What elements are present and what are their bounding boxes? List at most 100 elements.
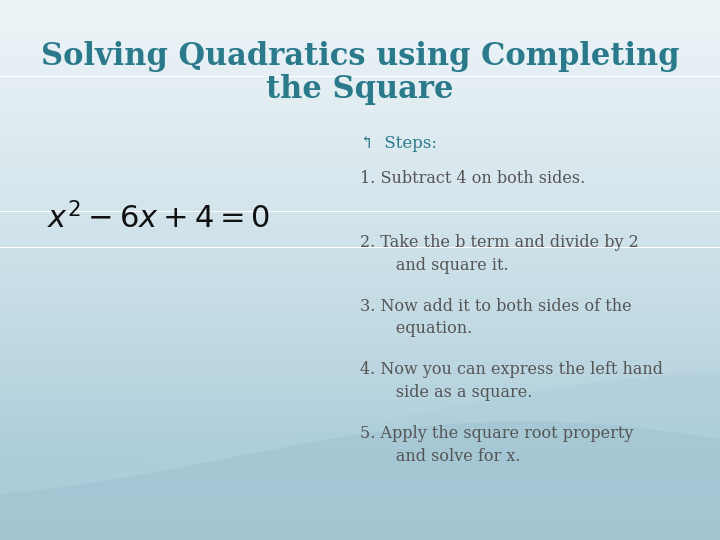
Bar: [0, 122, 720, 126]
Bar: [0, 234, 720, 239]
Bar: [0, 108, 720, 112]
Bar: [0, 144, 720, 148]
Bar: [0, 306, 720, 310]
Bar: [0, 468, 720, 472]
Bar: [0, 112, 720, 117]
Bar: [0, 261, 720, 266]
Bar: [0, 193, 720, 198]
Bar: [0, 266, 720, 270]
Bar: [0, 320, 720, 324]
Bar: [0, 135, 720, 139]
Bar: [0, 455, 720, 459]
Bar: [0, 58, 720, 63]
Bar: [0, 158, 720, 162]
Bar: [0, 77, 720, 81]
Bar: [0, 382, 720, 387]
Bar: [0, 239, 720, 243]
Bar: [0, 486, 720, 490]
Bar: [0, 72, 720, 77]
Bar: [0, 387, 720, 392]
Bar: [0, 342, 720, 347]
Bar: [0, 436, 720, 441]
Bar: [0, 301, 720, 306]
Bar: [0, 54, 720, 58]
Bar: [0, 369, 720, 374]
Bar: [0, 405, 720, 409]
Bar: [0, 31, 720, 36]
Bar: [0, 99, 720, 104]
Bar: [0, 536, 720, 540]
Bar: [0, 495, 720, 500]
Bar: [0, 252, 720, 256]
Bar: [0, 463, 720, 468]
Bar: [0, 148, 720, 153]
Bar: [0, 450, 720, 455]
Bar: [0, 504, 720, 509]
Bar: [0, 225, 720, 229]
Bar: [0, 189, 720, 193]
Bar: [0, 284, 720, 288]
Bar: [0, 139, 720, 144]
Bar: [0, 482, 720, 486]
Bar: [0, 364, 720, 369]
Bar: [0, 94, 720, 99]
Bar: [0, 517, 720, 522]
Text: 2. Take the b term and divide by 2
       and square it.: 2. Take the b term and divide by 2 and s…: [360, 234, 639, 274]
Bar: [0, 360, 720, 364]
Bar: [0, 459, 720, 463]
Bar: [0, 297, 720, 301]
Bar: [0, 414, 720, 418]
Bar: [0, 81, 720, 85]
Bar: [0, 40, 720, 45]
Bar: [0, 220, 720, 225]
Bar: [0, 513, 720, 517]
Bar: [0, 328, 720, 333]
Bar: [0, 288, 720, 293]
Bar: [0, 374, 720, 378]
Bar: [0, 68, 720, 72]
Bar: [0, 50, 720, 54]
Bar: [0, 293, 720, 297]
Bar: [0, 333, 720, 338]
Text: ↰  Steps:: ↰ Steps:: [360, 134, 437, 152]
Bar: [0, 351, 720, 355]
Bar: [0, 247, 720, 252]
Bar: [0, 409, 720, 414]
Bar: [0, 446, 720, 450]
Bar: [0, 392, 720, 396]
Bar: [0, 500, 720, 504]
Bar: [0, 9, 720, 14]
Bar: [0, 45, 720, 50]
Bar: [0, 104, 720, 108]
Bar: [0, 18, 720, 23]
Bar: [0, 162, 720, 166]
Bar: [0, 401, 720, 405]
Bar: [0, 23, 720, 27]
Bar: [0, 522, 720, 526]
Bar: [0, 166, 720, 171]
Bar: [0, 274, 720, 279]
Text: $x^2 - 6x + 4 = 0$: $x^2 - 6x + 4 = 0$: [47, 202, 270, 235]
Bar: [0, 126, 720, 131]
Text: 4. Now you can express the left hand
       side as a square.: 4. Now you can express the left hand sid…: [360, 361, 663, 401]
Bar: [0, 477, 720, 482]
Bar: [0, 347, 720, 351]
Bar: [0, 85, 720, 90]
Bar: [0, 531, 720, 536]
Bar: [0, 490, 720, 495]
Bar: [0, 279, 720, 284]
Bar: [0, 63, 720, 68]
Bar: [0, 202, 720, 207]
Bar: [0, 432, 720, 436]
Bar: [0, 509, 720, 513]
Bar: [0, 378, 720, 382]
Bar: [0, 185, 720, 189]
Bar: [0, 117, 720, 122]
Bar: [0, 36, 720, 40]
Bar: [0, 270, 720, 274]
Bar: [0, 180, 720, 185]
Bar: [0, 176, 720, 180]
Bar: [0, 423, 720, 428]
Bar: [0, 207, 720, 212]
Bar: [0, 355, 720, 360]
